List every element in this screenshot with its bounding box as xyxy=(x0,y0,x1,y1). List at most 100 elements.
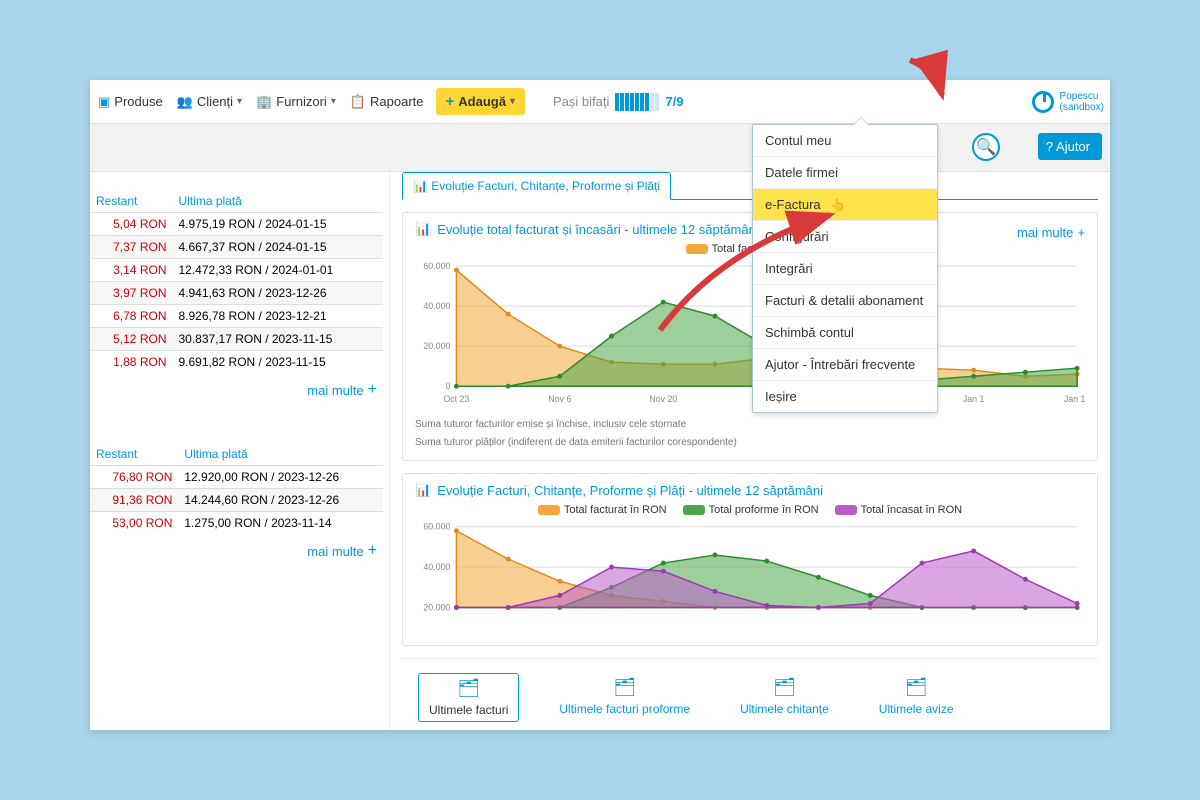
chart1-svg: 020.00040.00060.000Oct 23Nov 6Nov 20Dec … xyxy=(415,259,1085,409)
cell-amount: 91,36 RON xyxy=(90,489,178,512)
cell-amount: 53,00 RON xyxy=(90,512,178,535)
search-button[interactable]: 🔍 xyxy=(972,133,1000,161)
menu-item[interactable]: Schimbă contul xyxy=(753,317,937,349)
svg-text:60.000: 60.000 xyxy=(423,261,450,271)
btab-proforme[interactable]: 🗂 Ultimele facturi proforme xyxy=(549,673,700,722)
menu-item[interactable]: Contul meu xyxy=(753,125,937,157)
people-icon: 👥 xyxy=(177,94,193,110)
chart1-footnote1: Suma tuturor facturilor emise și închise… xyxy=(415,418,1085,432)
body: Restant Ultima plată 5,04 RON4.975,19 RO… xyxy=(90,172,1110,730)
nav-rapoarte[interactable]: 📋 Rapoarte xyxy=(348,90,426,114)
barchart-icon: 📊 xyxy=(415,482,431,498)
more-label: mai multe xyxy=(307,544,363,559)
cell-amount: 3,14 RON xyxy=(90,259,172,282)
user-dropdown-menu: Contul meuDatele firmeie-Factura👆Configu… xyxy=(752,124,938,413)
add-button[interactable]: + Adaugă ▾ xyxy=(436,88,525,115)
chart1-footnote2: Suma tuturor plăților (indiferent de dat… xyxy=(415,436,1085,450)
menu-item[interactable]: Integrări xyxy=(753,253,937,285)
pointer-cursor-icon: 👆 xyxy=(831,198,846,212)
table-row[interactable]: 53,00 RON1.275,00 RON / 2023-11-14 xyxy=(90,512,383,535)
tab-label: Evoluție Facturi, Chitanțe, Proforme și … xyxy=(431,179,660,193)
svg-text:Nov 6: Nov 6 xyxy=(548,394,571,404)
table-row[interactable]: 1,88 RON9.691,82 RON / 2023-11-15 xyxy=(90,351,383,374)
table-row[interactable]: 76,80 RON12.920,00 RON / 2023-12-26 xyxy=(90,466,383,489)
steps-bars xyxy=(615,93,659,111)
tab-evolutie[interactable]: 📊 Evoluție Facturi, Chitanțe, Proforme ș… xyxy=(402,172,671,200)
th-ultima[interactable]: Ultima plată xyxy=(172,190,383,213)
proforma-icon: 🗂 xyxy=(613,677,636,698)
more-link-1[interactable]: mai multe + xyxy=(90,373,383,413)
second-bar: 🔍 ? Ajutor xyxy=(90,124,1110,172)
building-icon: 🏢 xyxy=(256,94,272,110)
btab-facturi[interactable]: 🗂 Ultimele facturi xyxy=(418,673,519,722)
cell-amount: 7,37 RON xyxy=(90,236,172,259)
svg-text:20.000: 20.000 xyxy=(423,341,450,351)
svg-text:Jan 15: Jan 15 xyxy=(1064,394,1085,404)
bottom-tabs: 🗂 Ultimele facturi 🗂 Ultimele facturi pr… xyxy=(402,658,1098,722)
btab-chitante[interactable]: 🗂 Ultimele chitanțe xyxy=(730,673,839,722)
chart-card-2: 📊 Evoluție Facturi, Chitanțe, Proforme ș… xyxy=(402,473,1098,646)
chart2-legend: Total facturat în RONTotal proforme în R… xyxy=(415,504,1085,516)
chart2-title: 📊 Evoluție Facturi, Chitanțe, Proforme ș… xyxy=(415,482,1085,498)
help-button[interactable]: ? Ajutor xyxy=(1038,133,1102,160)
chevron-down-icon: ▾ xyxy=(237,96,242,107)
nav-clienti[interactable]: 👥 Clienți ▾ xyxy=(175,90,244,114)
table-row[interactable]: 5,04 RON4.975,19 RON / 2024-01-15 xyxy=(90,213,383,236)
th-restant[interactable]: Restant xyxy=(90,443,178,466)
cell-amount: 1,88 RON xyxy=(90,351,172,374)
plus-icon: + xyxy=(1077,225,1085,240)
plus-icon: + xyxy=(368,542,377,560)
more-link-2[interactable]: mai multe + xyxy=(90,534,383,574)
app-window: ▣ Produse 👥 Clienți ▾ 🏢 Furnizori ▾ 📋 Ra… xyxy=(90,80,1110,730)
table-restant-1: Restant Ultima plată 5,04 RON4.975,19 RO… xyxy=(90,190,383,373)
cell-last: 30.837,17 RON / 2023-11-15 xyxy=(172,328,383,351)
cell-last: 1.275,00 RON / 2023-11-14 xyxy=(178,512,383,535)
left-column: Restant Ultima plată 5,04 RON4.975,19 RO… xyxy=(90,172,390,730)
power-icon xyxy=(1032,91,1054,113)
table-row[interactable]: 3,14 RON12.472,33 RON / 2024-01-01 xyxy=(90,259,383,282)
nav-furnizori[interactable]: 🏢 Furnizori ▾ xyxy=(254,90,338,114)
menu-item[interactable]: Datele firmei xyxy=(753,157,937,189)
nav-furnizori-label: Furnizori xyxy=(276,94,327,109)
cell-last: 9.691,82 RON / 2023-11-15 xyxy=(172,351,383,374)
right-column: 📊 Evoluție Facturi, Chitanțe, Proforme ș… xyxy=(390,172,1110,730)
svg-text:20.000: 20.000 xyxy=(423,602,450,612)
steps-indicator[interactable]: Pași bifați 7/9 xyxy=(553,93,683,111)
table-restant-2: Restant Ultima plată 76,80 RON12.920,00 … xyxy=(90,443,383,534)
cell-amount: 76,80 RON xyxy=(90,466,178,489)
top-nav: ▣ Produse 👥 Clienți ▾ 🏢 Furnizori ▾ 📋 Ra… xyxy=(90,80,1110,124)
user-menu-trigger[interactable]: Popescu (sandbox) xyxy=(1032,91,1104,113)
th-restant[interactable]: Restant xyxy=(90,190,172,213)
menu-item[interactable]: Configurări xyxy=(753,221,937,253)
add-button-label: Adaugă xyxy=(458,94,506,109)
menu-item[interactable]: Facturi & detalii abonament xyxy=(753,285,937,317)
clipboard-icon: 📋 xyxy=(350,94,366,110)
table-row[interactable]: 6,78 RON8.926,78 RON / 2023-12-21 xyxy=(90,305,383,328)
chart1-legend: Total facturat în RON xyxy=(415,243,1085,255)
btab-avize[interactable]: 🗂 Ultimele avize xyxy=(869,673,964,722)
table-row[interactable]: 3,97 RON4.941,63 RON / 2023-12-26 xyxy=(90,282,383,305)
user-sub: (sandbox) xyxy=(1060,102,1104,113)
th-ultima[interactable]: Ultima plată xyxy=(178,443,383,466)
chart2-svg: 20.00040.00060.000 xyxy=(415,520,1085,630)
cell-amount: 5,04 RON xyxy=(90,213,172,236)
svg-text:40.000: 40.000 xyxy=(423,562,450,572)
cell-last: 14.244,60 RON / 2023-12-26 xyxy=(178,489,383,512)
chart1-more[interactable]: mai multe+ xyxy=(1017,221,1085,243)
steps-count: 7/9 xyxy=(665,94,683,109)
steps-label: Pași bifați xyxy=(553,94,609,109)
cell-last: 4.667,37 RON / 2024-01-15 xyxy=(172,236,383,259)
tab-strip: 📊 Evoluție Facturi, Chitanțe, Proforme ș… xyxy=(402,172,1098,200)
menu-item[interactable]: Ajutor - Întrebări frecvente xyxy=(753,349,937,381)
cell-amount: 6,78 RON xyxy=(90,305,172,328)
legend-item: Total încasat în RON xyxy=(835,504,963,516)
receipt-icon: 🗂 xyxy=(773,677,796,698)
nav-produse[interactable]: ▣ Produse xyxy=(96,90,165,114)
chevron-down-icon: ▾ xyxy=(331,96,336,107)
table-row[interactable]: 91,36 RON14.244,60 RON / 2023-12-26 xyxy=(90,489,383,512)
menu-item[interactable]: Ieșire xyxy=(753,381,937,412)
search-icon: 🔍 xyxy=(976,137,996,157)
menu-item[interactable]: e-Factura👆 xyxy=(753,189,937,221)
table-row[interactable]: 5,12 RON30.837,17 RON / 2023-11-15 xyxy=(90,328,383,351)
table-row[interactable]: 7,37 RON4.667,37 RON / 2024-01-15 xyxy=(90,236,383,259)
